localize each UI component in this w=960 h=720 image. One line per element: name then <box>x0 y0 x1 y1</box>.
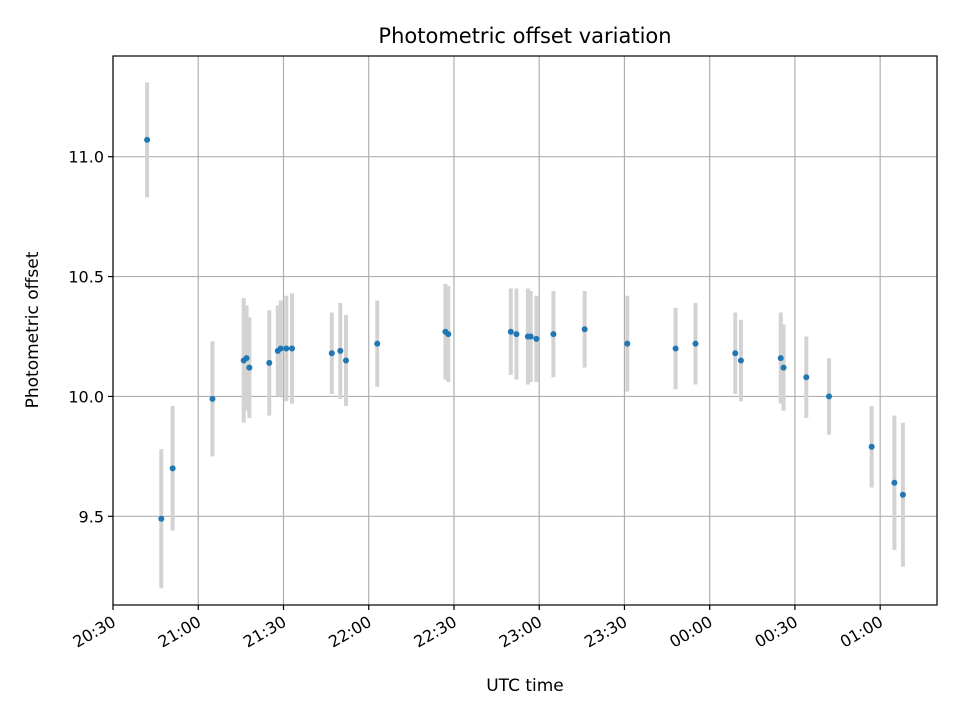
data-point <box>672 345 679 352</box>
data-point <box>624 340 631 347</box>
data-point <box>374 340 381 347</box>
data-point <box>158 515 165 522</box>
data-point <box>209 395 216 402</box>
data-point <box>277 345 284 352</box>
data-point <box>513 331 520 338</box>
data-point <box>169 465 176 472</box>
plot-frame <box>112 55 938 606</box>
data-point <box>899 491 906 498</box>
y-tick-label: 9.5 <box>79 507 104 526</box>
data-point <box>732 350 739 357</box>
data-point <box>246 364 253 371</box>
data-point <box>692 340 699 347</box>
data-point <box>826 393 833 400</box>
data-point <box>266 359 273 366</box>
data-point <box>780 364 787 371</box>
data-point <box>777 355 784 362</box>
x-axis-label: UTC time <box>486 676 564 696</box>
y-axis-ticks: 9.5 10.0 10.5 11.0 <box>68 148 113 526</box>
y-axis-label: Photometric offset <box>23 251 43 408</box>
data-point <box>328 350 335 357</box>
data-point <box>283 345 290 352</box>
data-point <box>737 357 744 364</box>
data-point <box>803 374 810 381</box>
data-point <box>533 335 540 342</box>
data-point <box>243 355 250 362</box>
data-points <box>144 136 906 522</box>
data-point <box>289 345 296 352</box>
chart-title: Photometric offset variation <box>378 24 671 48</box>
data-point <box>144 136 151 143</box>
data-point <box>527 333 534 340</box>
y-tick-label: 11.0 <box>68 148 104 167</box>
y-tick-label: 10.0 <box>68 387 104 406</box>
y-tick-label: 10.5 <box>68 268 104 287</box>
data-point <box>342 357 349 364</box>
data-point <box>550 331 557 338</box>
data-point <box>507 328 514 335</box>
data-point <box>868 443 875 450</box>
data-point <box>891 479 898 486</box>
data-point <box>337 347 344 354</box>
data-point <box>445 331 452 338</box>
data-point <box>581 326 588 333</box>
